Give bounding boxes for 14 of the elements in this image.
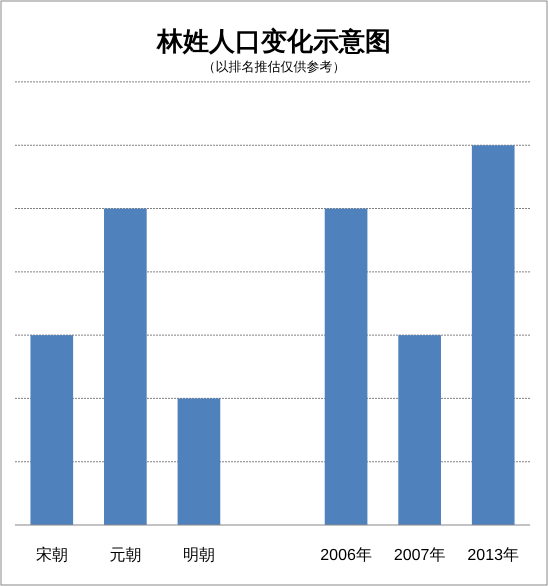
x-tick-label: 2013年	[467, 547, 520, 564]
bar	[472, 145, 515, 525]
x-tick-label: 2006年	[320, 547, 372, 564]
bar	[104, 208, 147, 525]
x-tick-label: 明朝	[182, 546, 215, 564]
x-tick-label: 元朝	[109, 546, 142, 564]
x-tick-label: 宋朝	[36, 546, 68, 564]
bar	[398, 335, 441, 525]
bar	[178, 398, 220, 525]
bar	[324, 208, 368, 525]
x-tick-label: 2007年	[394, 547, 446, 564]
chart-subtitle: （以排名推估仅供参考）	[202, 59, 346, 74]
chart-title: 林姓人口变化示意图	[156, 27, 391, 56]
bar	[30, 335, 74, 525]
